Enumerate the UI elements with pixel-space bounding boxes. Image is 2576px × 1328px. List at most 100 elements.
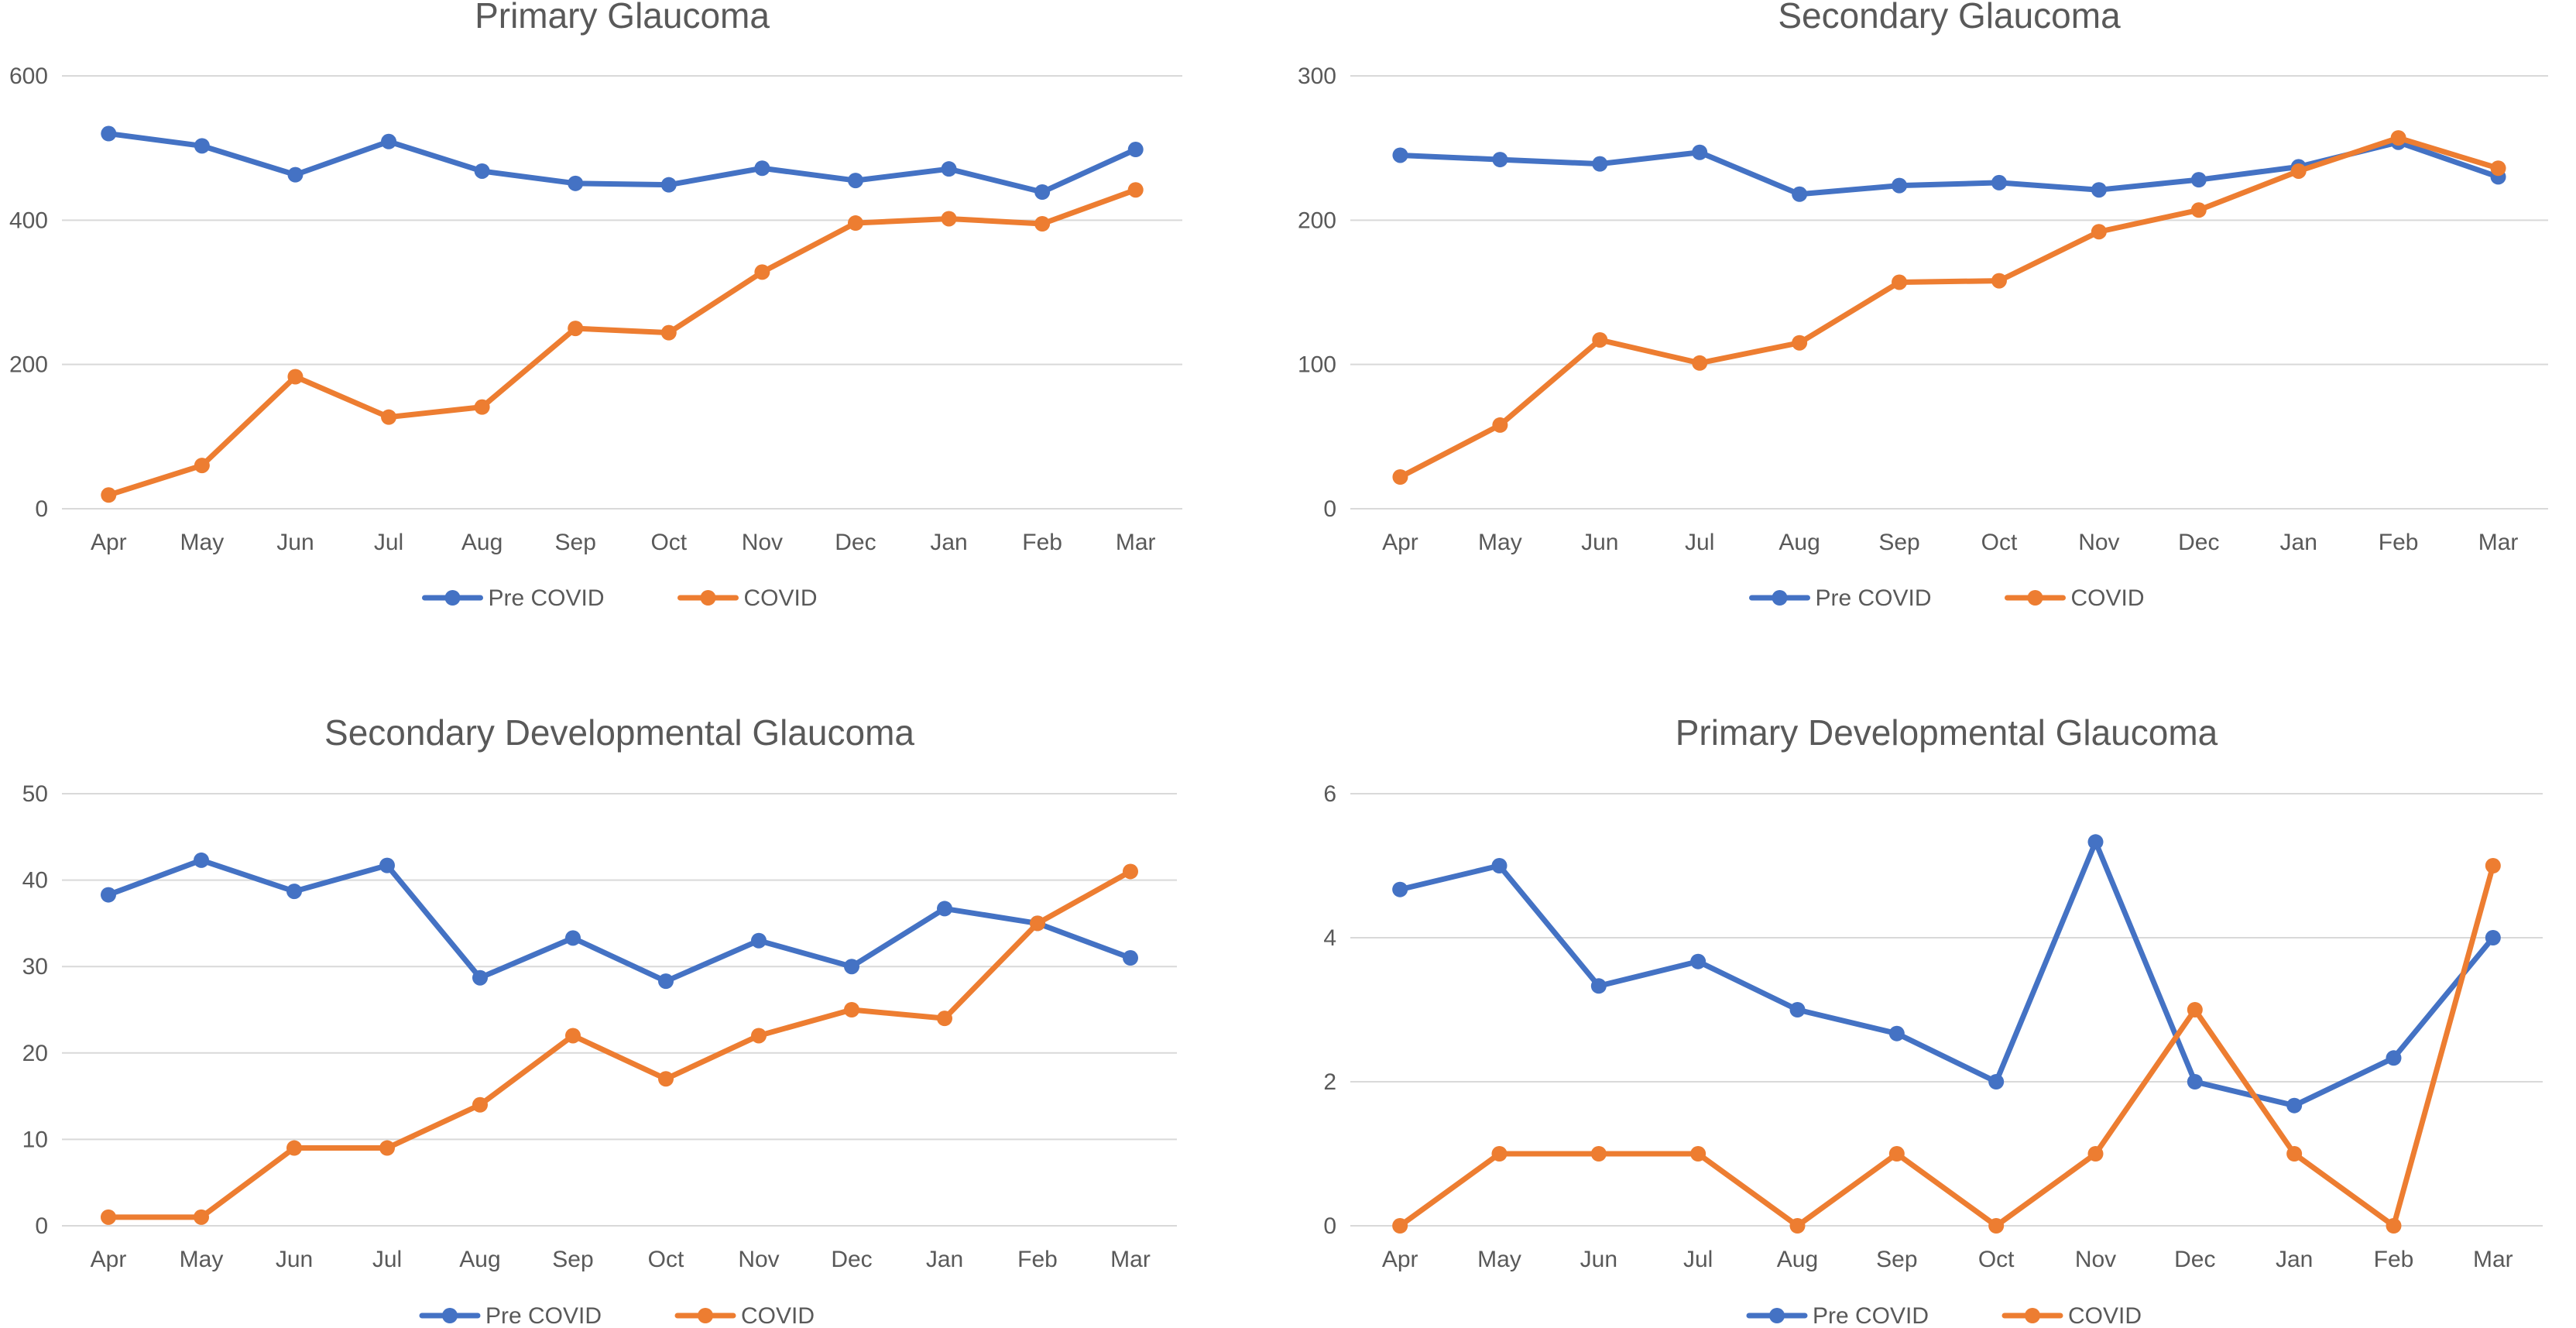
data-point xyxy=(941,211,957,227)
legend-label: COVID xyxy=(2071,585,2145,611)
y-tick-label: 100 xyxy=(1298,352,1336,378)
data-point xyxy=(1592,156,1608,172)
x-tick-label: Apr xyxy=(91,1247,127,1272)
x-tick-label: Mar xyxy=(1116,530,1156,555)
data-point xyxy=(1991,174,2007,190)
legend-item-pre-covid: Pre COVID xyxy=(422,585,605,611)
data-point xyxy=(286,1140,302,1156)
data-point xyxy=(1392,881,1408,897)
data-point xyxy=(565,930,581,946)
data-point xyxy=(381,133,397,149)
data-point xyxy=(1988,1218,2005,1234)
data-point xyxy=(1592,331,1608,348)
data-point xyxy=(2386,1050,2402,1066)
data-point xyxy=(194,458,210,474)
y-tick-label: 300 xyxy=(1298,63,1336,89)
data-point xyxy=(194,138,210,154)
legend-swatch-marker xyxy=(442,1308,458,1323)
chart-svg: Secondary Glaucoma 0 100 200 300 Apr May Jun Jul… xyxy=(1298,0,2548,611)
data-point xyxy=(1392,1218,1408,1234)
x-tick-label: Oct xyxy=(1981,530,2018,555)
legend-item-covid: COVID xyxy=(677,585,818,611)
data-point xyxy=(1690,1146,1706,1162)
data-point xyxy=(1491,858,1508,873)
legend-label: COVID xyxy=(741,1303,815,1328)
y-tick-label: 20 xyxy=(22,1041,48,1066)
data-point xyxy=(847,173,863,189)
data-point xyxy=(1392,147,1408,163)
data-point xyxy=(2091,182,2107,198)
data-point xyxy=(844,959,859,975)
legend-item-covid: COVID xyxy=(674,1303,815,1328)
chart-title: Secondary Developmental Glaucoma xyxy=(324,712,914,753)
y-tick-label: 10 xyxy=(22,1127,48,1152)
x-tick-label: Aug xyxy=(461,530,503,555)
x-tick-label: Sep xyxy=(555,530,596,555)
data-point xyxy=(1123,863,1138,880)
data-point xyxy=(1892,274,1908,290)
data-point xyxy=(941,161,957,177)
chart-svg: Secondary Developmental Glaucoma 0 10 20 30 4… xyxy=(22,712,1177,1328)
x-tick-label: Aug xyxy=(1779,530,1820,555)
data-point xyxy=(2286,1097,2303,1114)
series-line-covid xyxy=(105,187,1139,498)
y-tick-label: 0 xyxy=(1323,1213,1336,1239)
x-tick-label: Oct xyxy=(648,1247,684,1272)
x-tick-label: Jul xyxy=(374,530,403,555)
y-tick-label: 6 xyxy=(1323,781,1336,807)
data-point xyxy=(474,163,490,179)
data-point xyxy=(660,324,677,341)
data-point xyxy=(2485,930,2501,945)
data-point xyxy=(2187,1002,2203,1017)
series-line-pre-covid xyxy=(1397,839,2496,1109)
series-line-pre-covid xyxy=(105,857,1134,984)
legend-label: Pre COVID xyxy=(1816,585,1932,611)
x-tick-label: May xyxy=(1478,530,1522,555)
data-point xyxy=(287,369,304,385)
data-point xyxy=(1692,355,1708,371)
x-tick-label: Mar xyxy=(2473,1247,2513,1272)
data-point xyxy=(1590,1146,1607,1162)
data-point xyxy=(1127,182,1144,198)
x-tick-label: Jun xyxy=(1581,530,1618,555)
legend-swatch-marker xyxy=(700,590,716,606)
x-tick-label: Jun xyxy=(276,530,314,555)
x-tick-label: Oct xyxy=(650,530,687,555)
data-point xyxy=(286,884,302,900)
data-point xyxy=(2187,1074,2203,1090)
chart-panel-secondary-developmental-glaucoma: Secondary Developmental Glaucoma 0 10 20 30 4… xyxy=(0,664,1288,1328)
legend-swatch-marker xyxy=(698,1308,713,1323)
x-tick-label: Feb xyxy=(1022,530,1062,555)
y-tick-label: 600 xyxy=(9,63,48,89)
x-tick-label: Aug xyxy=(1777,1247,1818,1272)
data-point xyxy=(381,409,397,425)
legend-label: COVID xyxy=(744,585,818,611)
data-point xyxy=(101,487,117,503)
y-tick-label: 0 xyxy=(35,1213,48,1239)
data-point xyxy=(2087,834,2104,850)
data-point xyxy=(658,973,674,990)
x-tick-label: Sep xyxy=(1878,530,1919,555)
x-tick-label: Nov xyxy=(2078,530,2119,555)
data-point xyxy=(1792,186,1808,202)
data-point xyxy=(1792,335,1808,351)
legend-swatch-marker xyxy=(1772,590,1788,606)
data-point xyxy=(1492,417,1508,433)
x-tick-label: Apr xyxy=(91,530,127,555)
x-tick-label: Sep xyxy=(1876,1247,1917,1272)
data-point xyxy=(568,321,584,337)
data-point xyxy=(1789,1002,1806,1017)
x-tick-label: Aug xyxy=(459,1247,500,1272)
x-tick-label: May xyxy=(180,530,225,555)
data-point xyxy=(751,932,767,949)
y-tick-label: 400 xyxy=(9,208,48,233)
x-tick-label: Nov xyxy=(742,530,783,555)
chart-title: Primary Glaucoma xyxy=(475,0,770,36)
series-line-pre-covid xyxy=(1397,139,2502,197)
x-tick-label: Sep xyxy=(552,1247,593,1272)
data-point xyxy=(2485,858,2501,873)
legend-item-pre-covid: Pre COVID xyxy=(1746,1303,1929,1328)
data-point xyxy=(1892,177,1908,194)
legend-item-covid: COVID xyxy=(2001,1303,2142,1328)
legend-swatch-marker xyxy=(2025,1308,2040,1323)
